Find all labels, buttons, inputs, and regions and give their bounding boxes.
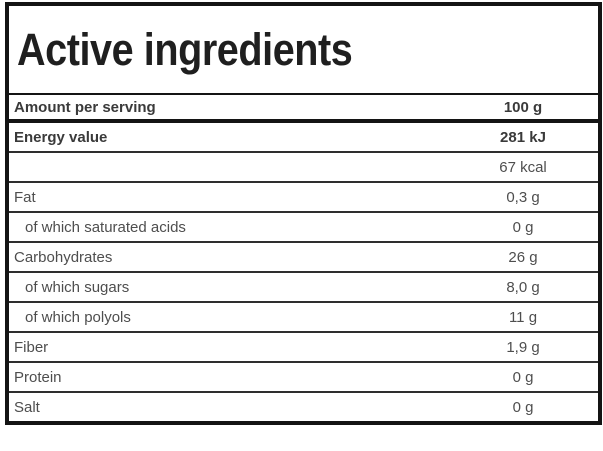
row-value: 0 g xyxy=(512,368,534,386)
row-value: 1,9 g xyxy=(506,338,540,356)
row-value: 26 g xyxy=(508,248,538,266)
nutrition-panel: Active ingredients Amount per serving 10… xyxy=(5,2,602,425)
amount-per-serving-row: Amount per serving 100 g xyxy=(9,95,598,123)
row-value: 67 kcal xyxy=(499,158,547,176)
row-label: Energy value xyxy=(14,128,108,146)
row-label: Carbohydrates xyxy=(14,248,113,266)
table-row: of which sugars 8,0 g xyxy=(9,273,598,303)
table-row: Protein 0 g xyxy=(9,363,598,393)
table-row: Fiber 1,9 g xyxy=(9,333,598,363)
amount-per-serving-label: Amount per serving xyxy=(14,98,156,116)
amount-per-serving-value: 100 g xyxy=(503,98,543,116)
row-label: Fiber xyxy=(14,338,49,356)
table-body: Energy value 281 kJ 67 kcal Fat 0,3 g of… xyxy=(9,123,598,421)
table-row: Carbohydrates 26 g xyxy=(9,243,598,273)
row-value: 281 kJ xyxy=(500,128,546,146)
row-label: Salt xyxy=(14,398,40,416)
table-row: of which saturated acids 0 g xyxy=(9,213,598,243)
row-value: 8,0 g xyxy=(506,278,540,296)
row-value: 0 g xyxy=(512,218,534,236)
row-label: Protein xyxy=(14,368,62,386)
table-row: Fat 0,3 g xyxy=(9,183,598,213)
table-row: 67 kcal xyxy=(9,153,598,183)
row-label: of which sugars xyxy=(25,278,130,296)
table-row: Salt 0 g xyxy=(9,393,598,421)
row-value: 0 g xyxy=(512,398,534,416)
row-value: 0,3 g xyxy=(506,188,540,206)
panel-title-section: Active ingredients xyxy=(9,6,598,95)
row-label: of which polyols xyxy=(25,308,131,326)
table-row: Energy value 281 kJ xyxy=(9,123,598,153)
page-title: Active ingredients xyxy=(17,23,353,75)
row-value: 11 g xyxy=(508,308,538,326)
table-row: of which polyols 11 g xyxy=(9,303,598,333)
row-label: Fat xyxy=(14,188,36,206)
row-label: of which saturated acids xyxy=(25,218,186,236)
